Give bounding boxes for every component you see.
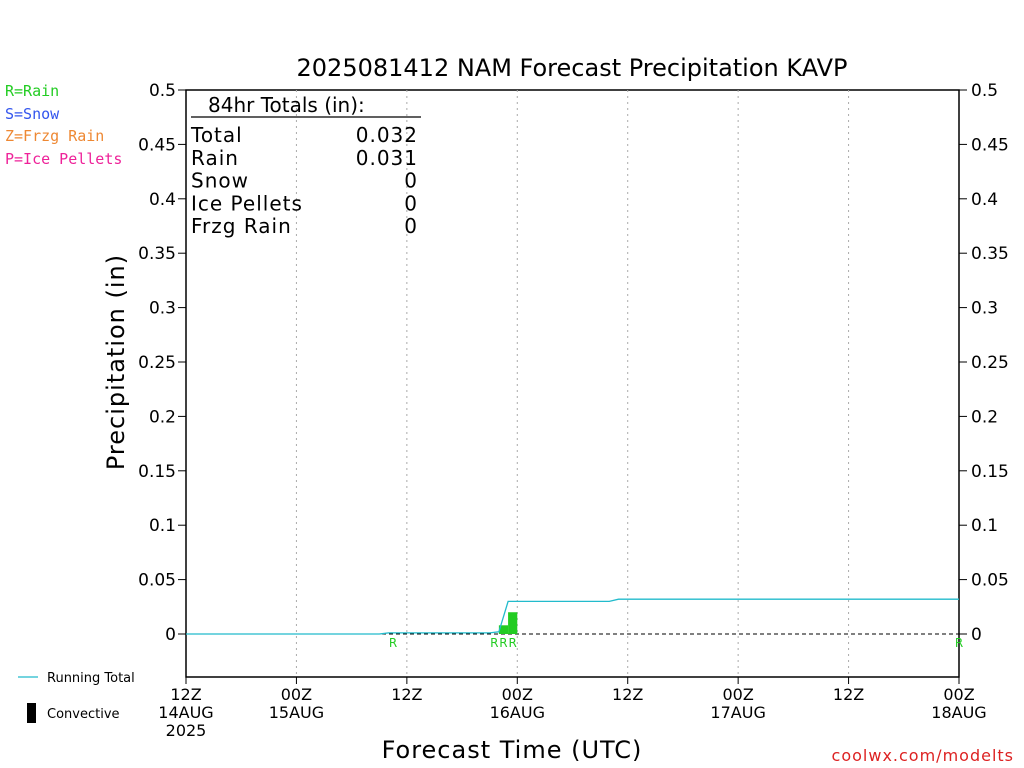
totals-row-value: 0 <box>404 214 418 238</box>
convective-legend-label: Convective <box>47 707 120 722</box>
y-tick-label-left: 0.3 <box>149 299 176 319</box>
y-tick-label-right: 0.05 <box>971 571 1009 591</box>
y-tick-label-right: 0.3 <box>971 299 998 319</box>
y-tick-label-right: 0.15 <box>971 462 1009 482</box>
y-axis-label: Precipitation (in) <box>102 254 130 470</box>
y-tick-label-right: 0.35 <box>971 244 1009 264</box>
x-tick-label: 15AUG <box>269 703 324 722</box>
credit-text: coolwx.com/modelts <box>832 746 1014 765</box>
convective-legend: Convective <box>27 703 120 723</box>
precip-bar <box>498 625 509 634</box>
totals-heading: 84hr Totals (in): <box>208 93 365 117</box>
y-tick-label-left: 0 <box>165 625 176 645</box>
y-tick-label-right: 0.45 <box>971 135 1009 155</box>
precip-type-marker: R <box>509 636 517 650</box>
y-tick-label-left: 0.35 <box>138 244 176 264</box>
totals-row-value: 0.032 <box>356 123 418 147</box>
precip-type-legend-item: S=Snow <box>5 104 60 123</box>
x-tick-label: 17AUG <box>710 703 765 722</box>
totals-rows: Total 0.032 Rain 0.031 Snow 0 Ice Pellets 0 Frzg… <box>190 123 418 238</box>
y-tick-label-left: 0.05 <box>138 571 176 591</box>
y-tick-label-right: 0.2 <box>971 407 998 427</box>
y-tick-label-right: 0.5 <box>971 81 998 101</box>
precip-type-legend-item: R=Rain <box>5 82 60 100</box>
precip-type-marker: R <box>499 636 507 650</box>
grid-lines <box>295 90 850 677</box>
running-total-legend: Running Total <box>18 671 135 686</box>
precip-type-legend: R=Rain S=Snow Z=Frzg Rain P=Ice Pellets <box>5 82 122 172</box>
y-tick-label-right: 0.4 <box>971 190 998 210</box>
y-tick-label-right: 0 <box>971 625 982 645</box>
x-tick-label: 00Z <box>502 685 533 704</box>
precip-type-legend-item: P=Ice Pellets <box>5 149 123 168</box>
y-tick-label-left: 0.15 <box>138 462 176 482</box>
running-total-legend-label: Running Total <box>47 671 135 686</box>
running-total-line <box>186 598 959 635</box>
totals-row-value: 0.031 <box>356 146 418 170</box>
totals-row-label: Snow <box>191 169 249 193</box>
precip-type-marker: R <box>490 636 498 650</box>
x-tick-label: 00Z <box>722 685 753 704</box>
y-tick-label-left: 0.4 <box>149 190 176 210</box>
plot-frame <box>185 89 960 678</box>
precip-type-legend-item: Z=Frzg Rain <box>5 127 105 145</box>
totals-box: 84hr Totals (in): Total 0.032 Rain 0.031 Sno… <box>190 93 421 238</box>
y-tick-label-left: 0.1 <box>149 516 176 536</box>
totals-row-label: Rain <box>191 146 239 170</box>
x-tick-label: 2025 <box>166 721 207 740</box>
y-tick-label-right: 0.25 <box>971 353 1009 373</box>
precip-bar <box>508 612 518 634</box>
precip-type-marker: R <box>955 636 963 650</box>
y-tick-label-left: 0.25 <box>138 353 176 373</box>
x-tick-label: 16AUG <box>490 703 545 722</box>
precip-type-marker: R <box>389 636 397 650</box>
y-tick-label-left: 0.2 <box>149 407 176 427</box>
y-tick-label-right: 0.1 <box>971 516 998 536</box>
totals-row-label: Frzg Rain <box>191 214 292 238</box>
x-axis-label: Forecast Time (UTC) <box>382 736 643 764</box>
y-tick-label-left: 0.5 <box>149 81 176 101</box>
convective-swatch <box>27 703 36 723</box>
chart-title: 2025081412 NAM Forecast Precipitation KA… <box>297 54 848 82</box>
x-tick-label: 12Z <box>833 685 864 704</box>
x-tick-label: 00Z <box>281 685 312 704</box>
x-tick-label: 14AUG <box>158 703 213 722</box>
y-axis: 0 00.05 0.050.1 0.10.15 0.150.2 0.20.25 0.250.… <box>138 81 1009 645</box>
x-tick-label: 12Z <box>170 685 201 704</box>
y-tick-label-left: 0.45 <box>138 135 176 155</box>
x-tick-label: 12Z <box>391 685 422 704</box>
totals-row-value: 0 <box>404 191 418 215</box>
totals-row-value: 0 <box>404 169 418 193</box>
x-tick-label: 12Z <box>612 685 643 704</box>
x-tick-label: 00Z <box>943 685 974 704</box>
x-tick-label: 18AUG <box>931 703 986 722</box>
precip-bars <box>498 612 518 634</box>
totals-row-label: Total <box>190 123 243 147</box>
totals-row-label: Ice Pellets <box>191 191 303 215</box>
